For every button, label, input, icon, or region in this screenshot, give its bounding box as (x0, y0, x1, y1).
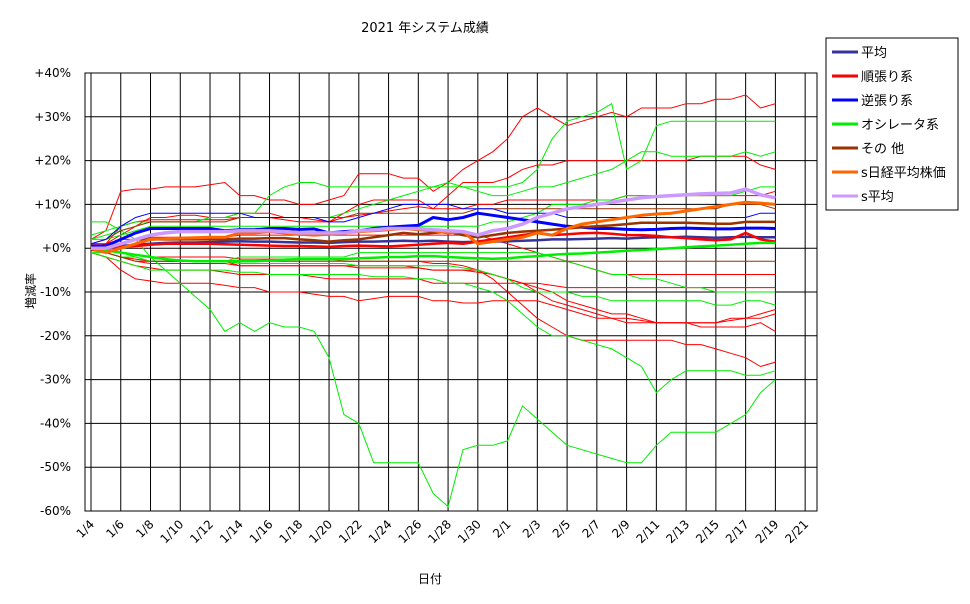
y-tick-label: +0% (42, 241, 71, 255)
x-tick-label: 1/14 (217, 517, 246, 546)
legend-item: 逆張り系 (832, 93, 913, 109)
x-tick-label: 2/21 (782, 517, 811, 546)
y-tick-label: -30% (40, 373, 71, 387)
x-tick-label: 1/22 (336, 517, 365, 546)
legend-label: 順張り系 (861, 70, 913, 85)
y-tick-label: +20% (34, 154, 71, 168)
series-line (91, 211, 776, 248)
legend-item: オシレータ系 (832, 118, 939, 133)
x-tick-labels: 1/4 1/6 1/8 1/10 1/12 1/14 1/16 1/18 1/20 1/22 1/2… (74, 517, 812, 546)
legend-item: その 他 (832, 142, 904, 157)
legend-label: 逆張り系 (861, 93, 913, 109)
chart-title: 2021 年システム成績 (361, 21, 489, 36)
legend-item: 順張り系 (832, 70, 913, 85)
background-series-line (90, 203, 776, 245)
series-line (91, 187, 776, 250)
x-tick-label: 2/17 (723, 517, 752, 546)
legend-label: 平均 (861, 46, 887, 61)
x-tick-label: 2/3 (520, 517, 544, 541)
y-axis-label: 増減率 (23, 273, 38, 309)
x-tick-label: 1/8 (133, 517, 157, 541)
x-tick-label: 2/15 (693, 517, 722, 546)
background-series-line (91, 247, 776, 368)
background-series-line (90, 203, 776, 245)
series-line (91, 220, 776, 250)
legend-item: s平均 (832, 190, 894, 205)
x-tick-label: 2/11 (634, 517, 663, 546)
y-tick-label: -10% (40, 285, 71, 299)
y-tick-label: -20% (40, 329, 71, 343)
x-tick-label: 1/6 (103, 517, 127, 541)
legend-item: 平均 (832, 46, 887, 61)
y-tick-label: -60% (40, 504, 71, 518)
x-tick-label: 1/24 (366, 517, 395, 546)
y-tick-label: +30% (34, 110, 71, 124)
legend-label: オシレータ系 (861, 118, 939, 133)
x-tick-label: 2/1 (490, 517, 514, 541)
x-tick-label: 1/30 (455, 517, 484, 546)
y-tick-label: -40% (40, 416, 71, 430)
background-series-line (91, 221, 776, 508)
x-tick-label: 2/19 (753, 517, 782, 546)
x-axis-label: 日付 (418, 572, 442, 586)
y-tick-labels: +40% +30% +20% +10% +0% -10% -20% -30% -40% -50% -… (34, 66, 71, 518)
series-line (90, 231, 776, 250)
legend-label: その 他 (861, 142, 904, 157)
x-tick-label: 2/7 (579, 517, 603, 541)
y-tick-label: -50% (40, 460, 71, 474)
background-series-line (90, 252, 776, 394)
series-line (90, 241, 776, 263)
x-tick-label: 1/18 (276, 517, 305, 546)
x-tick-label: 1/26 (395, 517, 424, 546)
x-tick-label: 2/9 (609, 517, 633, 541)
x-tick-label: 1/12 (187, 517, 216, 546)
y-tick-label: +40% (34, 66, 71, 80)
x-tick-label: 2/5 (550, 517, 574, 541)
x-tick-label: 2/13 (663, 517, 692, 546)
background-series-line (90, 151, 776, 236)
y-tick-label: +10% (34, 197, 71, 211)
x-tick-label: 1/16 (247, 517, 276, 546)
legend-label: s平均 (861, 190, 894, 205)
legend-item: s日経平均株価 (832, 166, 946, 181)
main-series (90, 187, 776, 263)
background-series-line (90, 94, 776, 240)
x-tick-label: 1/20 (306, 517, 335, 546)
x-tick-label: 1/4 (74, 517, 98, 541)
legend-label: s日経平均株価 (861, 166, 946, 181)
x-tick-label: 1/28 (425, 517, 454, 546)
background-series-line (90, 247, 776, 332)
x-tick-label: 1/10 (157, 517, 186, 546)
